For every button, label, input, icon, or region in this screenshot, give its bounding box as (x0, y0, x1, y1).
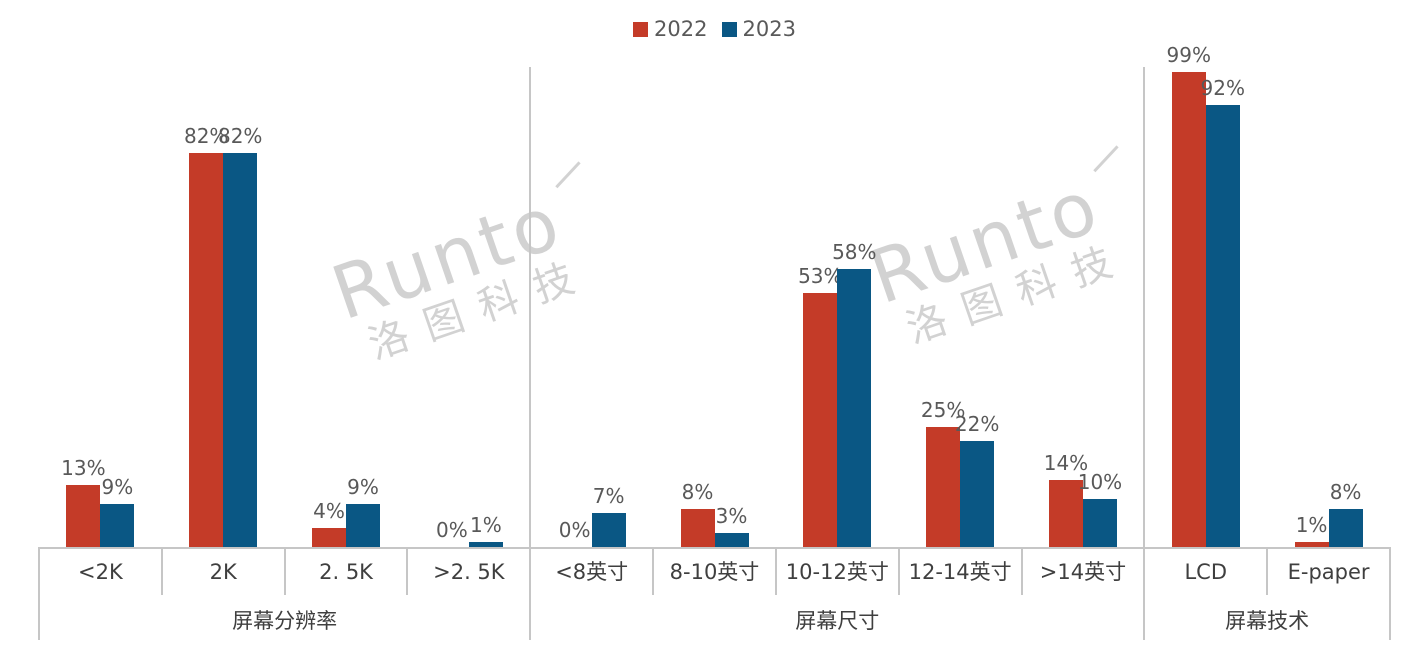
bar-2022-10-12英寸 (803, 293, 838, 547)
watermark-logo-text: Runto (322, 179, 583, 337)
x-axis-line (39, 547, 1390, 549)
group-divider (1143, 67, 1146, 640)
category-divider (283, 547, 286, 595)
bar-2023-8-10英寸 (714, 533, 749, 547)
category-label-LCD: LCD (1184, 560, 1228, 584)
watermark-logo-text: Runto (860, 163, 1121, 321)
bar-2023-E-paper (1328, 509, 1363, 547)
data-label-2022->14英寸: 14% (1043, 451, 1089, 475)
bar-2023-<8英寸 (591, 513, 626, 547)
category-label-10-12英寸: 10-12英寸 (785, 560, 889, 584)
data-label-2022-12-14英寸: 25% (920, 398, 966, 422)
data-label-2023-2K: 82% (217, 124, 263, 148)
bar-2022-2. 5K (312, 528, 347, 547)
bar-2023-2. 5K (346, 504, 381, 547)
category-divider (1266, 547, 1269, 595)
bar-2022-2K (189, 153, 224, 547)
category-label-2K: 2K (209, 560, 237, 584)
category-divider (774, 547, 777, 595)
data-label-2023-10-12英寸: 58% (832, 240, 877, 264)
category-label-E-paper: E-paper (1287, 560, 1370, 584)
data-label-2023->14英寸: 10% (1077, 470, 1123, 494)
category-divider (1020, 547, 1023, 595)
watermark-cn-text: 洛图科技 (362, 249, 598, 369)
bar-2022-<2K (66, 485, 101, 547)
category-label->14英寸: >14英寸 (1039, 560, 1127, 584)
category-divider (897, 547, 900, 595)
data-label-2022-<2K: 13% (61, 456, 106, 480)
axis-border-right (1389, 547, 1391, 640)
bar-2023->14英寸 (1082, 499, 1117, 547)
category-label-<2K: <2K (78, 560, 123, 584)
watermark-left: Runto 洛图科技 (322, 179, 598, 371)
bar-2023-LCD (1205, 105, 1240, 547)
legend-label-2022: 2022 (654, 16, 708, 41)
bar-2023->2. 5K (468, 542, 503, 547)
group-label-屏幕尺寸: 屏幕尺寸 (795, 609, 880, 633)
group-divider (529, 67, 532, 640)
data-label-2022-2. 5K: 4% (313, 499, 345, 523)
category-divider (160, 547, 163, 595)
category-label-2. 5K: 2. 5K (319, 560, 373, 584)
legend-swatch-2023 (721, 21, 737, 37)
bar-2023-2K (223, 153, 258, 547)
category-divider (652, 547, 655, 595)
legend-label-2023: 2023 (742, 16, 796, 41)
data-label-2023-8-10英寸: 3% (715, 504, 748, 528)
group-label-屏幕技术: 屏幕技术 (1225, 609, 1310, 633)
category-label->2. 5K: >2. 5K (433, 560, 505, 584)
group-label-屏幕分辨率: 屏幕分辨率 (232, 609, 338, 633)
data-label-2022-10-12英寸: 53% (798, 264, 843, 288)
data-label-2023-LCD: 92% (1200, 76, 1245, 100)
data-label-2023-E-paper: 8% (1329, 480, 1362, 504)
axis-border-left (38, 547, 40, 640)
data-label-2022-2K: 82% (183, 124, 229, 148)
legend: 2022 2023 (39, 14, 1390, 44)
legend-item-2023: 2023 (721, 16, 796, 41)
watermark-right: Runto 洛图科技 (860, 163, 1136, 355)
data-label-2022->2. 5K: 0% (435, 518, 468, 542)
data-label-2023-<2K: 9% (101, 475, 134, 499)
category-label-12-14英寸: 12-14英寸 (908, 560, 1012, 584)
bar-2023-10-12英寸 (837, 269, 872, 547)
legend-item-2022: 2022 (633, 16, 708, 41)
category-label-<8英寸: <8英寸 (555, 560, 629, 584)
bar-2022-LCD (1171, 72, 1206, 547)
data-label-2023-2. 5K: 9% (347, 475, 379, 499)
data-label-2022-<8英寸: 0% (558, 518, 591, 542)
category-divider (406, 547, 409, 595)
data-label-2023->2. 5K: 1% (469, 513, 502, 537)
bar-2022-12-14英寸 (926, 427, 961, 547)
data-label-2022-LCD: 99% (1166, 43, 1211, 67)
category-label-8-10英寸: 8-10英寸 (669, 560, 760, 584)
data-label-2022-E-paper: 1% (1295, 513, 1328, 537)
data-label-2023-12-14英寸: 22% (954, 412, 1000, 436)
bar-2022->14英寸 (1048, 480, 1083, 547)
bar-2023-12-14英寸 (960, 441, 995, 547)
bar-2022-8-10英寸 (680, 509, 715, 547)
bar-2023-<2K (100, 504, 135, 547)
data-label-2022-8-10英寸: 8% (681, 480, 714, 504)
bar-2022-E-paper (1294, 542, 1329, 547)
watermark-cn-text: 洛图科技 (900, 233, 1136, 353)
data-label-2023-<8英寸: 7% (592, 484, 625, 508)
legend-swatch-2022 (633, 21, 649, 37)
